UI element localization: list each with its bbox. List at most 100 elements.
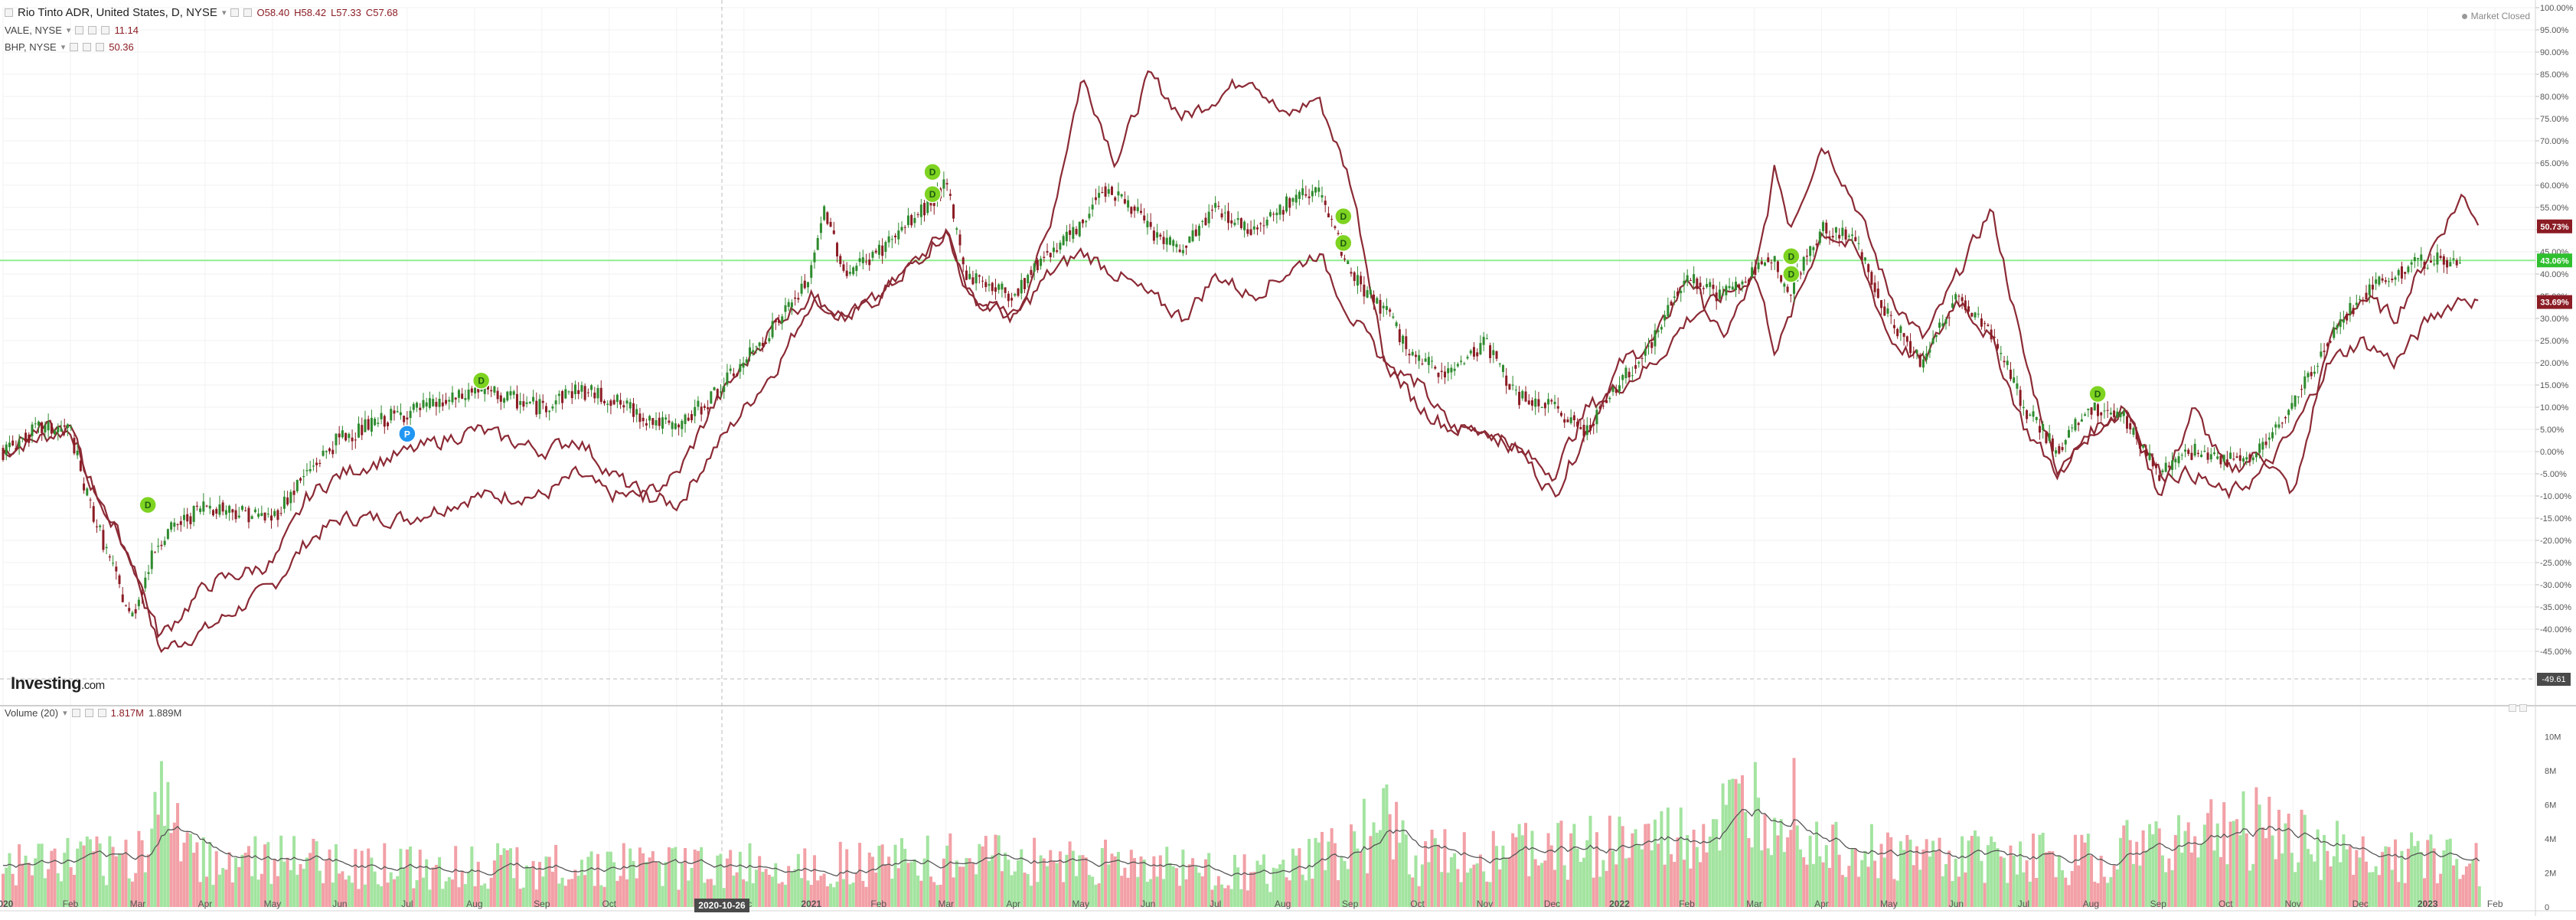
candle-body <box>128 608 131 612</box>
volume-bar <box>2387 847 2391 907</box>
event-marker-d[interactable]: D <box>923 184 942 204</box>
candle-body <box>1376 298 1379 304</box>
volume-bar <box>642 853 645 907</box>
volume-bar <box>1964 872 1967 907</box>
volume-bar <box>893 844 897 907</box>
axis-layer: 100.00%95.00%90.00%85.00%80.00%75.00%70.… <box>0 4 2574 912</box>
volume-bar <box>334 844 338 907</box>
candle-body <box>221 502 224 512</box>
volume-bar <box>412 888 416 907</box>
event-marker-d[interactable]: D <box>1334 207 1353 226</box>
vale-label[interactable]: VALE, NYSE <box>5 24 62 36</box>
volume-bar <box>351 882 354 907</box>
bhp-label[interactable]: BHP, NYSE <box>5 41 57 53</box>
close-icon[interactable] <box>101 26 110 34</box>
volume-bar <box>1546 833 1550 907</box>
close-icon[interactable] <box>243 8 253 17</box>
volume-bar <box>1424 841 1428 907</box>
volume-bar <box>2406 848 2410 907</box>
candle-body <box>1363 284 1366 297</box>
legend-bhp[interactable]: BHP, NYSE ▾ 50.36 <box>5 41 134 53</box>
volume-bar <box>53 848 57 907</box>
chevron-down-icon[interactable]: ▾ <box>63 709 67 718</box>
chevron-down-icon[interactable]: ▾ <box>221 8 227 18</box>
candle-body <box>2274 424 2277 428</box>
volume-bar <box>1308 839 1311 907</box>
volume-bar <box>848 884 852 907</box>
event-badge <box>2088 384 2107 403</box>
volume-bar <box>2474 843 2478 907</box>
volume-bar <box>774 863 778 907</box>
candle-body <box>2038 426 2041 433</box>
volume-bar <box>2287 814 2290 907</box>
candle-body <box>1311 191 1314 197</box>
volume-bar <box>2035 878 2039 907</box>
candle-body <box>1654 330 1657 347</box>
event-marker-d[interactable]: D <box>923 162 942 181</box>
legend-vale[interactable]: VALE, NYSE ▾ 11.14 <box>5 24 139 36</box>
candle-body <box>1582 425 1585 437</box>
settings-icon[interactable] <box>230 8 240 17</box>
settings-icon[interactable] <box>88 26 97 34</box>
candle-body <box>1395 322 1398 327</box>
eye-icon[interactable] <box>75 26 84 34</box>
candle-body <box>1385 305 1388 310</box>
candle-body <box>2330 341 2333 343</box>
volume-pane-controls[interactable] <box>2509 704 2527 712</box>
candle-body <box>965 270 968 280</box>
settings-icon[interactable] <box>84 709 93 717</box>
candle-body <box>1524 391 1527 402</box>
eye-icon[interactable] <box>71 709 80 717</box>
volume-bar <box>719 853 723 907</box>
candle-body <box>2232 458 2235 460</box>
volume-bar <box>1628 857 1631 907</box>
symbol-title[interactable]: Rio Tinto ADR, United States, D, NYSE <box>18 6 217 19</box>
settings-icon[interactable] <box>83 43 92 51</box>
volume-bar <box>1983 882 1987 907</box>
volume-bar <box>609 851 612 907</box>
eye-icon[interactable] <box>70 43 79 51</box>
candle-body <box>1592 423 1595 426</box>
candle-body <box>1056 250 1059 252</box>
volume-bar <box>1366 873 1370 907</box>
volume-label[interactable]: Volume (20) <box>5 707 59 719</box>
volume-bar <box>499 855 503 907</box>
event-marker-d[interactable]: D <box>1782 247 1801 266</box>
candle-body <box>1889 315 1892 316</box>
y-tick-label: 95.00% <box>2540 26 2569 35</box>
volume-bar <box>260 873 263 907</box>
volume-bar <box>1957 876 1961 907</box>
volume-bar <box>1433 838 1437 907</box>
volume-bar <box>402 867 406 907</box>
candle-body <box>299 478 302 481</box>
event-marker-d[interactable]: D <box>472 371 491 390</box>
candle-body <box>1776 261 1779 272</box>
maximize-icon[interactable] <box>2509 704 2516 712</box>
legend-main[interactable]: Rio Tinto ADR, United States, D, NYSE ▾ … <box>5 6 398 19</box>
event-marker-p[interactable]: P <box>398 425 416 443</box>
chevron-down-icon[interactable]: ▾ <box>60 43 66 52</box>
volume-bar <box>1827 867 1831 907</box>
collapse-icon[interactable] <box>5 8 13 17</box>
candle-body <box>1120 194 1123 197</box>
candle-body <box>425 402 428 407</box>
legend-volume[interactable]: Volume (20) ▾ 1.817M 1.889M <box>5 707 181 719</box>
event-marker-d[interactable]: D <box>139 495 157 514</box>
event-marker-d[interactable]: D <box>1782 265 1801 283</box>
volume-bar <box>2151 834 2155 907</box>
candle-body <box>1892 325 1895 328</box>
event-marker-d[interactable]: D <box>2088 384 2107 403</box>
volume-bar <box>230 882 234 907</box>
close-icon[interactable] <box>97 709 106 717</box>
candle-body <box>2190 452 2193 460</box>
candle-body <box>681 420 684 429</box>
chevron-down-icon[interactable]: ▾ <box>66 26 71 35</box>
close-icon[interactable] <box>96 43 105 51</box>
volume-bar <box>899 838 903 907</box>
close-icon[interactable] <box>2519 704 2527 712</box>
event-marker-d[interactable]: D <box>1334 233 1353 253</box>
candle-body <box>182 514 185 520</box>
